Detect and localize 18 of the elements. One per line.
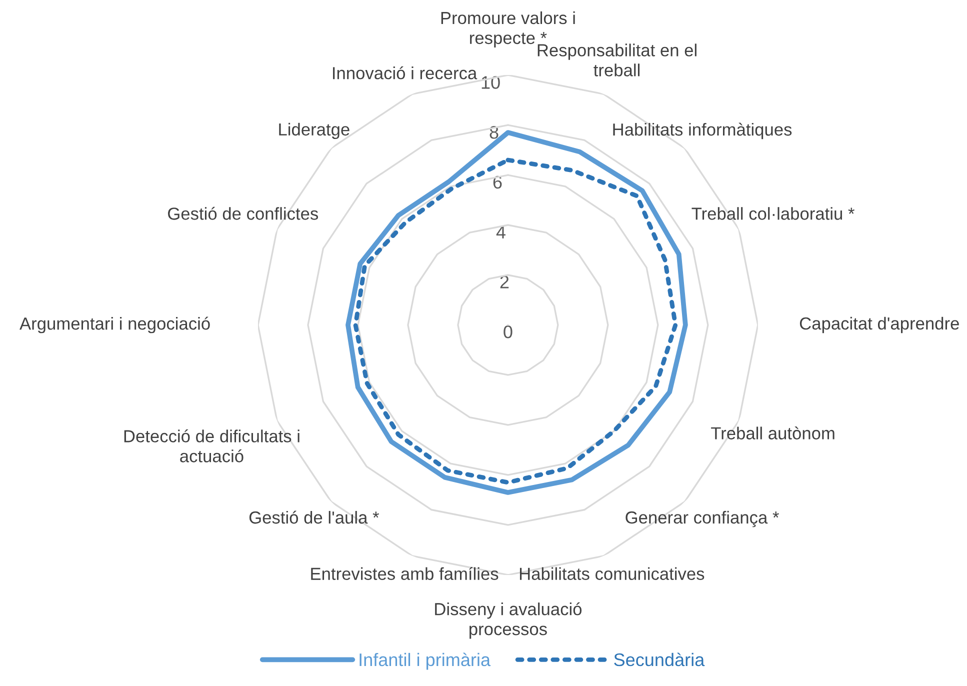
spoke-label: Lideratge [279, 122, 350, 140]
text: Infantil i primària [360, 652, 491, 670]
spoke-label: Treball col·laboratiu * [692, 207, 854, 220]
spoke-label: Generar confiança * [626, 510, 779, 528]
spoke-label: Innovació i recerca [333, 66, 478, 80]
spoke-label: Habilitats comunicatives [520, 567, 704, 580]
y-tick-label: 0 [504, 325, 512, 338]
spoke-label: Gestió de l'aula * [249, 510, 380, 524]
spoke-label: Detecció de dificultats i actuació [124, 429, 300, 462]
spoke-label: Entrevistes amb famílies [311, 567, 498, 580]
spoke-label: Disseny i avaluació processos [435, 602, 582, 639]
y-tick-label: 4 [496, 226, 506, 238]
spoke-label: Capacitat d'aprendre [800, 316, 959, 334]
spoke-label: Treball autònom [711, 426, 834, 440]
spoke-label: Habilitats informàtiques [613, 122, 792, 140]
spoke-label: Argumentari i negociació [20, 316, 210, 334]
spoke-label: Gestió de conflictes [168, 206, 318, 220]
text: Secundària [614, 652, 705, 666]
